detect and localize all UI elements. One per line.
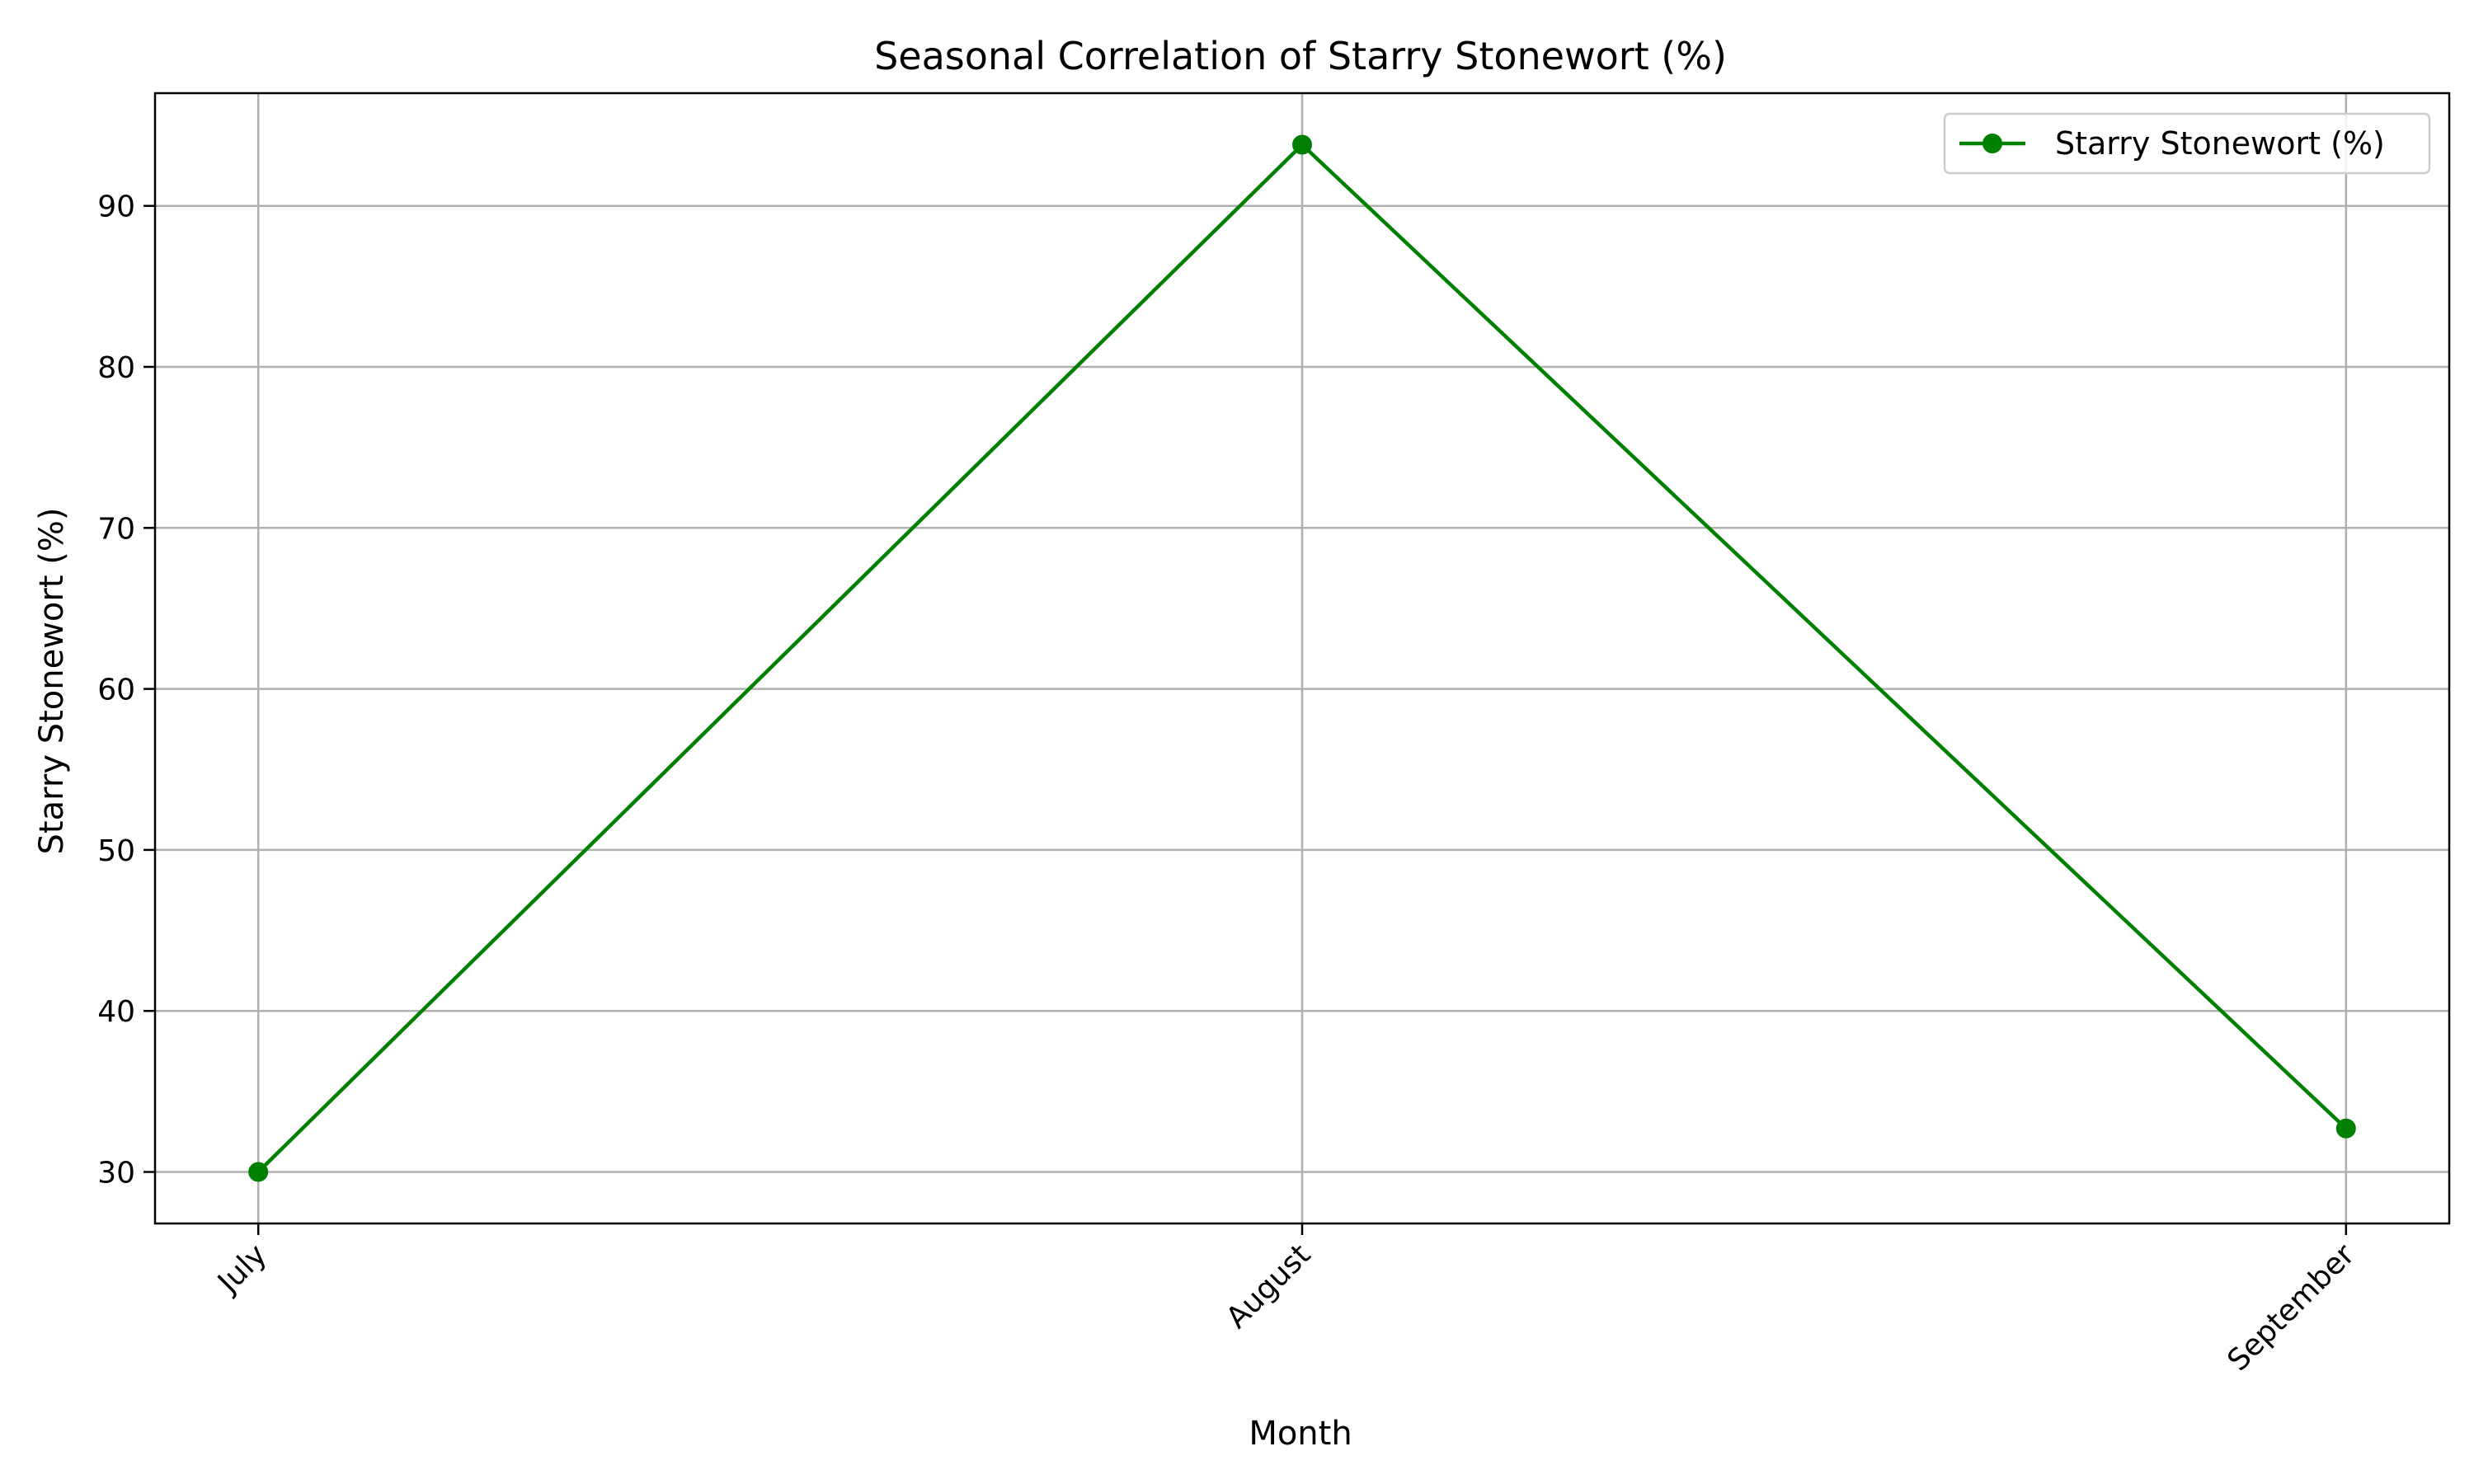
- y-tick-label: 50: [97, 834, 135, 868]
- y-tick-label: 90: [97, 190, 135, 224]
- x-axis-ticks: July August September: [210, 1223, 2361, 1378]
- x-axis-label: Month: [1249, 1415, 1352, 1453]
- legend-marker-swatch: [1982, 134, 2002, 153]
- data-point: [2335, 1118, 2356, 1139]
- plot-area-frame: [153, 92, 2451, 1225]
- data-point: [248, 1162, 269, 1182]
- chart-title: Seasonal Correlation of Starry Stonewort…: [874, 34, 1727, 78]
- x-tick-label: September: [2221, 1237, 2361, 1378]
- series-layer: [248, 134, 2356, 1182]
- legend: Starry Stonewort (%): [1943, 112, 2431, 175]
- y-tick-label: 60: [97, 674, 135, 707]
- legend-entry-label: Starry Stonewort (%): [2055, 125, 2385, 162]
- x-tick-label: July: [210, 1237, 273, 1300]
- legend-box: [1943, 112, 2431, 175]
- y-axis-ticks: 30 40 50 60 70 80 90: [97, 190, 155, 1190]
- y-tick-label: 40: [97, 995, 135, 1029]
- x-tick-label: August: [1220, 1237, 1317, 1335]
- y-tick-label: 80: [97, 351, 135, 385]
- data-point: [1292, 134, 1312, 155]
- grid: [155, 93, 2449, 1223]
- y-axis-label: Starry Stonewort (%): [33, 508, 71, 855]
- y-tick-label: 70: [97, 512, 135, 546]
- y-tick-label: 30: [97, 1157, 135, 1190]
